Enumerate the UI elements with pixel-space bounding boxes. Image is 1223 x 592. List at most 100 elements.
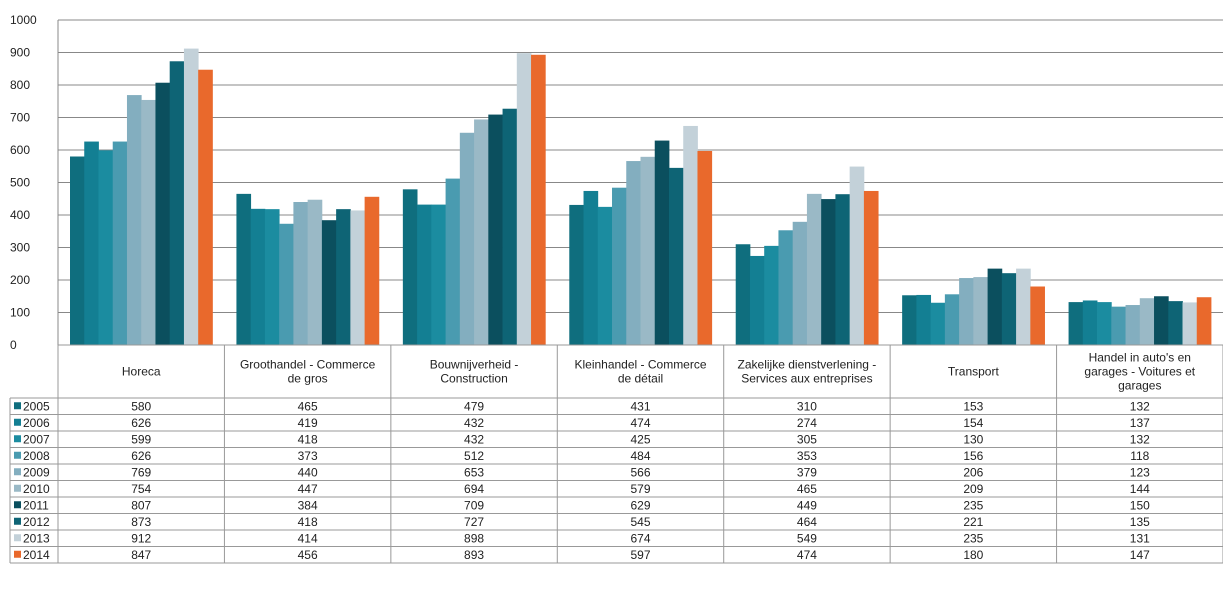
- table-cell: 379: [797, 465, 817, 479]
- bar-2009-7: [1125, 305, 1141, 345]
- bar-2012-2: [336, 209, 351, 345]
- bar-2005-4: [569, 204, 584, 345]
- table-cell: 566: [630, 465, 650, 479]
- legend-swatch-2010: [14, 484, 21, 492]
- bar-2007-2: [264, 209, 280, 345]
- y-tick-label: 300: [10, 241, 30, 255]
- legend-swatch-2006: [14, 418, 21, 426]
- bar-2006-4: [583, 190, 599, 345]
- table-cell: 464: [797, 515, 817, 529]
- table-cell: 754: [131, 482, 151, 496]
- bar-2006-1: [84, 141, 99, 345]
- bar-2006-3: [417, 204, 432, 345]
- table-cell: 118: [1130, 449, 1149, 463]
- table-cell: 465: [797, 482, 817, 496]
- table-cell: 653: [464, 465, 484, 479]
- bar-2005-5: [735, 244, 751, 345]
- bar-2008-7: [1111, 306, 1126, 345]
- y-axis: 0 100 200 300 400 500 600 700 800 900 1000: [10, 13, 59, 352]
- legend-swatch-2005: [14, 402, 21, 410]
- table-cell: 418: [298, 432, 318, 446]
- y-tick-label: 900: [10, 46, 30, 60]
- table-cell: 847: [131, 548, 151, 562]
- legend-label-2008: 2008: [23, 449, 50, 463]
- bar-2006-7: [1082, 300, 1098, 345]
- legend-swatch-2011: [14, 501, 21, 509]
- table-cell: 123: [1130, 465, 1150, 479]
- y-tick-label: 600: [10, 143, 30, 157]
- legend-label-2005: 2005: [23, 399, 50, 413]
- table-cell: 425: [630, 432, 650, 446]
- table-cell: 221: [963, 515, 983, 529]
- table-cell: 599: [131, 432, 151, 446]
- bar-2007-7: [1097, 302, 1112, 345]
- y-tick-label: 100: [10, 306, 30, 320]
- bar-2011-6: [987, 268, 1003, 345]
- bar-2008-3: [445, 178, 461, 345]
- table-cell: 545: [630, 515, 650, 529]
- table-cell: 206: [963, 465, 983, 479]
- bar-2012-4: [668, 167, 684, 345]
- table-cell: 474: [630, 416, 650, 430]
- bar-2010-2: [307, 199, 323, 345]
- bar-2008-4: [612, 187, 627, 345]
- table-cell: 629: [630, 498, 650, 512]
- bar-2013-3: [516, 53, 532, 346]
- bar-2007-4: [597, 206, 613, 345]
- bar-2013-2: [350, 210, 366, 345]
- bar-2010-4: [640, 156, 656, 345]
- bar-2010-3: [474, 119, 489, 345]
- bar-2011-1: [155, 82, 171, 345]
- bar-2012-5: [835, 194, 851, 345]
- table-cell: 484: [630, 449, 650, 463]
- table-cell: 447: [298, 482, 318, 496]
- bar-2012-1: [169, 61, 185, 346]
- table-cell: 180: [963, 548, 983, 562]
- bar-2005-7: [1068, 302, 1084, 345]
- table-cell: 131: [1130, 531, 1150, 545]
- y-tick-label: 700: [10, 111, 30, 125]
- bar-2010-5: [806, 193, 822, 345]
- table-cell: 373: [298, 449, 318, 463]
- bar-2013-5: [849, 166, 865, 345]
- bar-2009-5: [792, 221, 808, 345]
- table-cell: 474: [797, 548, 817, 562]
- bar-2011-7: [1154, 296, 1169, 345]
- table-cell: 727: [464, 515, 484, 529]
- table-cell: 154: [963, 416, 983, 430]
- table-cell: 626: [131, 416, 151, 430]
- category-label: Transport: [948, 365, 1000, 379]
- category-label: Zakelijke dienstverlening -Services aux …: [738, 358, 877, 386]
- table-cell: 209: [963, 482, 983, 496]
- bar-2009-1: [126, 95, 142, 345]
- table-cell: 807: [131, 498, 151, 512]
- bar-2011-4: [654, 140, 670, 345]
- table-cell: 873: [131, 515, 151, 529]
- table-cell: 580: [131, 399, 151, 413]
- table-cell: 153: [963, 399, 983, 413]
- legend-label-2013: 2013: [23, 531, 50, 545]
- y-tick-label: 400: [10, 208, 30, 222]
- table-cell: 674: [630, 531, 650, 545]
- table-cell: 626: [131, 449, 151, 463]
- legend-label-2012: 2012: [23, 515, 50, 529]
- table-cell: 418: [298, 515, 318, 529]
- table-cell: 132: [1130, 432, 1150, 446]
- legend-label-2009: 2009: [23, 465, 50, 479]
- bar-2007-1: [98, 150, 114, 345]
- bar-2014-4: [697, 150, 713, 345]
- table-cell: 132: [1130, 399, 1150, 413]
- legend-label-2010: 2010: [23, 482, 50, 496]
- legend-swatch-2013: [14, 534, 21, 542]
- category-label: Kleinhandel - Commerce de détail: [574, 358, 706, 386]
- table-cell: 274: [797, 416, 817, 430]
- legend-swatch-2007: [14, 435, 21, 443]
- table-cell: 465: [298, 399, 318, 413]
- table-cell: 150: [1130, 498, 1150, 512]
- y-tick-label: 200: [10, 273, 30, 287]
- table-cell: 893: [464, 548, 484, 562]
- bar-2006-5: [749, 255, 765, 345]
- bar-2011-2: [321, 220, 337, 345]
- category-label: Groothandel - Commerce de gros: [240, 358, 376, 386]
- bar-2006-2: [250, 208, 266, 345]
